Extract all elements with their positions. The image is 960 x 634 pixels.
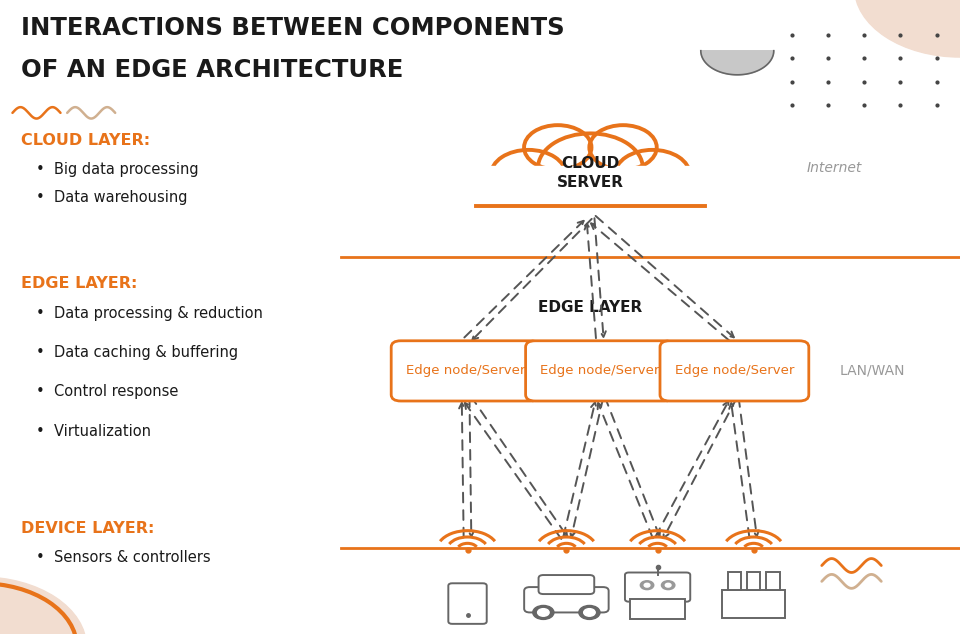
Text: EDGE LAYER: EDGE LAYER — [539, 300, 642, 315]
Circle shape — [854, 0, 960, 57]
Text: •  Data caching & buffering: • Data caching & buffering — [36, 345, 239, 360]
FancyBboxPatch shape — [524, 587, 609, 612]
Text: Internet: Internet — [806, 161, 862, 175]
Circle shape — [524, 125, 591, 170]
Circle shape — [661, 581, 675, 590]
Bar — [747, 572, 760, 590]
FancyBboxPatch shape — [392, 341, 540, 401]
Circle shape — [665, 583, 671, 587]
FancyBboxPatch shape — [448, 583, 487, 624]
Bar — [766, 572, 780, 590]
Circle shape — [538, 609, 549, 616]
Text: CLOUD LAYER:: CLOUD LAYER: — [21, 133, 151, 148]
Circle shape — [589, 125, 657, 170]
Circle shape — [538, 133, 643, 203]
Text: •  Big data processing: • Big data processing — [36, 162, 199, 177]
Text: CLOUD
SERVER: CLOUD SERVER — [557, 157, 624, 190]
Text: OF AN EDGE ARCHITECTURE: OF AN EDGE ARCHITECTURE — [21, 58, 403, 82]
Text: •  Data processing & reduction: • Data processing & reduction — [36, 306, 263, 321]
Text: •  Control response: • Control response — [36, 384, 179, 399]
FancyBboxPatch shape — [526, 341, 674, 401]
Text: Edge node/Server: Edge node/Server — [540, 365, 660, 377]
FancyBboxPatch shape — [660, 341, 808, 401]
Bar — [722, 590, 785, 618]
Text: EDGE LAYER:: EDGE LAYER: — [21, 276, 137, 291]
Text: •  Virtualization: • Virtualization — [36, 424, 152, 439]
Polygon shape — [701, 51, 774, 75]
FancyBboxPatch shape — [539, 575, 594, 594]
FancyBboxPatch shape — [630, 599, 685, 619]
Circle shape — [533, 605, 554, 619]
Circle shape — [644, 583, 650, 587]
Text: •  Data warehousing: • Data warehousing — [36, 190, 188, 205]
Circle shape — [579, 605, 600, 619]
Text: Edge node/Server: Edge node/Server — [406, 365, 525, 377]
Text: Edge node/Server: Edge node/Server — [675, 365, 794, 377]
Circle shape — [640, 581, 654, 590]
Circle shape — [491, 150, 565, 199]
Circle shape — [615, 150, 690, 199]
Text: DEVICE LAYER:: DEVICE LAYER: — [21, 521, 155, 536]
Text: LAN/WAN: LAN/WAN — [840, 364, 905, 378]
Bar — [473, 166, 708, 207]
Text: INTERACTIONS BETWEEN COMPONENTS: INTERACTIONS BETWEEN COMPONENTS — [21, 16, 564, 40]
Text: •  Sensors & controllers: • Sensors & controllers — [36, 550, 211, 565]
Bar — [728, 572, 741, 590]
FancyBboxPatch shape — [625, 573, 690, 602]
Circle shape — [584, 609, 595, 616]
Circle shape — [0, 577, 86, 634]
